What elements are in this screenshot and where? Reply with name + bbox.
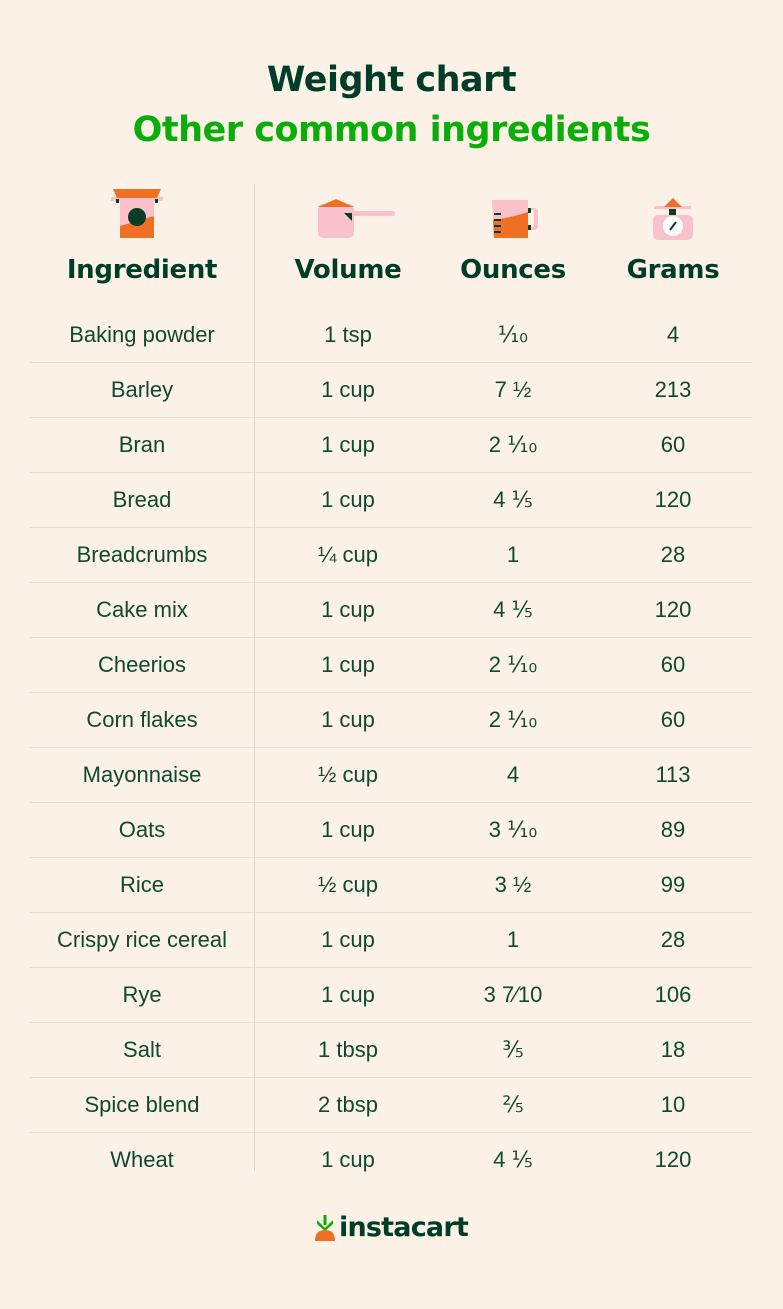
ounces-cell: 2 ⅒ xyxy=(488,432,538,457)
ingredient-cell: Spice blend xyxy=(84,1092,200,1117)
volume-cell: 1 cup xyxy=(321,817,375,842)
ingredient-cell: Cheerios xyxy=(97,652,187,677)
grams-cell: 120 xyxy=(654,1147,692,1172)
table-row: Barley 1 cup 7 ½ 213 xyxy=(30,363,752,418)
table-row: Spice blend 2 tbsp ⅖ 10 xyxy=(30,1078,752,1133)
volume-cell: ½ cup xyxy=(318,762,378,787)
ingredient-cell: Oats xyxy=(118,817,166,842)
volume-cell: 1 cup xyxy=(321,707,375,732)
table-row: Breadcrumbs ¼ cup 1 28 xyxy=(30,528,752,583)
ounces-cell: ⅖ xyxy=(502,1092,524,1117)
table-row: Rye 1 cup 3 7⁄10 106 xyxy=(30,968,752,1023)
ounces-cell: ⅒ xyxy=(497,322,529,347)
column-header-volume: Volume xyxy=(294,255,402,285)
volume-cell: ½ cup xyxy=(318,872,378,897)
table-row: Mayonnaise ½ cup 4 113 xyxy=(30,748,752,803)
volume-cell: 1 cup xyxy=(321,432,375,457)
column-header-grams: Grams xyxy=(626,255,720,285)
ingredient-cell: Cake mix xyxy=(96,597,188,622)
ounces-cell: 3 ⅒ xyxy=(488,817,538,842)
subtitle-other-common-ingredients: Other common ingredients xyxy=(132,110,651,150)
grams-cell: 113 xyxy=(655,762,691,787)
grams-cell: 106 xyxy=(654,982,692,1007)
volume-cell: 1 cup xyxy=(321,1147,375,1172)
volume-cell: 1 cup xyxy=(321,652,375,677)
ounces-cell: 3 ½ xyxy=(494,872,532,897)
ounces-cell: 2 ⅒ xyxy=(488,652,538,677)
grams-cell: 60 xyxy=(660,432,686,457)
ounces-cell: 4 ⅕ xyxy=(493,487,533,512)
volume-cell: 1 cup xyxy=(321,377,375,402)
ounces-cell: 4 ⅕ xyxy=(493,1147,533,1172)
measuring-scoop-icon xyxy=(318,199,395,238)
table-row: Cheerios 1 cup 2 ⅒ 60 xyxy=(30,638,752,693)
table-row: Wheat 1 cup 4 ⅕ 120 xyxy=(30,1133,752,1187)
column-header-ingredient: Ingredient xyxy=(66,255,218,285)
grams-cell: 89 xyxy=(660,817,686,842)
ingredient-cell: Corn flakes xyxy=(86,707,198,732)
ingredient-cell: Barley xyxy=(110,377,174,402)
ingredient-cell: Bread xyxy=(112,487,172,512)
grams-cell: 60 xyxy=(660,652,686,677)
grams-cell: 120 xyxy=(654,597,692,622)
table-row: Baking powder 1 tsp ⅒ 4 xyxy=(30,308,752,363)
volume-cell: 1 cup xyxy=(321,487,375,512)
carrot-logo-icon xyxy=(315,1214,336,1241)
grams-cell: 18 xyxy=(660,1037,686,1062)
volume-cell: 1 tbsp xyxy=(318,1037,378,1062)
grams-cell: 60 xyxy=(660,707,686,732)
ounces-cell: 3 7⁄10 xyxy=(483,982,543,1007)
ingredient-cell: Rice xyxy=(119,872,164,897)
volume-cell: 1 tsp xyxy=(324,322,372,347)
instacart-logo: instacart xyxy=(0,1212,783,1243)
ingredient-cell: Rye xyxy=(122,982,162,1007)
grams-cell: 28 xyxy=(660,927,686,952)
volume-cell: 1 cup xyxy=(321,597,375,622)
ounces-cell: 4 xyxy=(506,762,520,787)
grams-cell: 213 xyxy=(654,377,692,402)
ingredient-cell: Baking powder xyxy=(69,322,215,347)
ounces-cell: 2 ⅒ xyxy=(488,707,538,732)
column-divider xyxy=(254,184,255,1171)
ounces-cell: 1 xyxy=(506,927,520,952)
grams-cell: 4 xyxy=(666,322,680,347)
table-row: Bran 1 cup 2 ⅒ 60 xyxy=(30,418,752,473)
column-header-ounces: Ounces xyxy=(460,255,566,285)
measuring-cup-icon xyxy=(492,200,538,238)
title-weight-chart: Weight chart xyxy=(266,60,517,100)
volume-cell: 2 tbsp xyxy=(318,1092,378,1117)
table-row: Rice ½ cup 3 ½ 99 xyxy=(30,858,752,913)
ingredient-cell: Mayonnaise xyxy=(82,762,202,787)
table-row: Oats 1 cup 3 ⅒ 89 xyxy=(30,803,752,858)
table-row: Crispy rice cereal 1 cup 1 28 xyxy=(30,913,752,968)
table-row: Salt 1 tbsp ⅗ 18 xyxy=(30,1023,752,1078)
grams-cell: 10 xyxy=(660,1092,686,1117)
grams-cell: 99 xyxy=(660,872,686,897)
table-row: Bread 1 cup 4 ⅕ 120 xyxy=(30,473,752,528)
ounces-cell: 7 ½ xyxy=(494,377,532,402)
ounces-cell: 1 xyxy=(506,542,520,567)
ounces-cell: 4 ⅕ xyxy=(493,597,533,622)
table-row: Cake mix 1 cup 4 ⅕ 120 xyxy=(30,583,752,638)
grams-cell: 120 xyxy=(654,487,692,512)
flour-bag-icon xyxy=(111,189,163,238)
ingredient-cell: Wheat xyxy=(110,1147,174,1172)
volume-cell: ¼ cup xyxy=(318,542,378,567)
ingredient-cell: Crispy rice cereal xyxy=(57,927,227,952)
weight-table: Baking powder 1 tsp ⅒ 4 Barley 1 cup 7 ½ 213 B… xyxy=(30,308,752,1187)
ounces-cell: ⅗ xyxy=(502,1037,524,1062)
volume-cell: 1 cup xyxy=(321,927,375,952)
ingredient-cell: Breadcrumbs xyxy=(76,542,208,567)
ingredient-cell: Bran xyxy=(118,432,166,457)
volume-cell: 1 cup xyxy=(321,982,375,1007)
table-row: Corn flakes 1 cup 2 ⅒ 60 xyxy=(30,693,752,748)
grams-cell: 28 xyxy=(660,542,686,567)
brand-name: instacart xyxy=(339,1212,469,1243)
ingredient-cell: Salt xyxy=(123,1037,161,1062)
kitchen-scale-icon xyxy=(653,198,693,240)
